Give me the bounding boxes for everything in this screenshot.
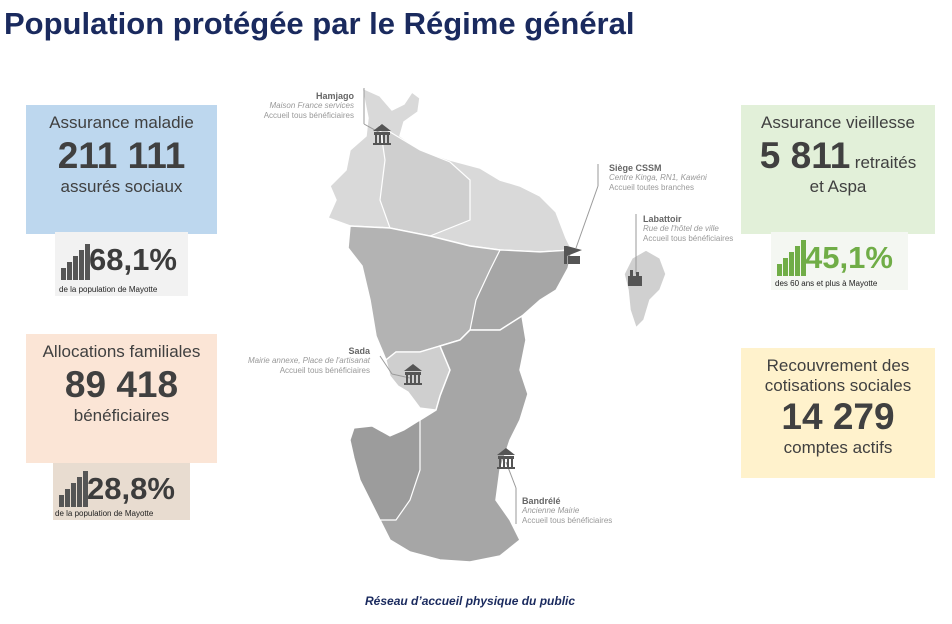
recouvrement-value: 14 279 [781, 396, 895, 437]
recouvrement-sub: comptes actifs [783, 438, 893, 457]
familiales-pct-caption: de la population de Mayotte [55, 509, 154, 518]
vieillesse-pct: 45,1% [805, 240, 893, 275]
vieillesse-sub: et Aspa [809, 177, 867, 196]
office-service: Accueil tous bénéficiaires [643, 234, 734, 243]
familiales-pct: 28,8% [87, 471, 175, 506]
headquarters-icon [564, 246, 582, 264]
recouvrement-label-2: cotisations sociales [764, 376, 912, 395]
familiales-pct-panel: 28,8% de la population de Mayotte [53, 463, 190, 520]
map-caption: Réseau d’accueil physique du public [365, 594, 576, 608]
maladie-sub: assurés sociaux [60, 177, 183, 196]
vieillesse-card: Assurance vieillesse 5 811 retraités et … [741, 105, 935, 234]
office-address: Mairie annexe, Place de l'artisanat [247, 356, 370, 365]
maladie-pct: 68,1% [89, 242, 177, 277]
vieillesse-value-line: 5 811 retraités [741, 135, 935, 177]
map-region-north-inner [379, 124, 471, 237]
office-sada: Sada Mairie annexe, Place de l'artisanat… [222, 346, 370, 376]
bank-icon [373, 124, 391, 145]
office-bandrele: Bandrélé Ancienne Mairie Accueil tous bé… [522, 496, 642, 526]
bank-icon [497, 448, 515, 469]
vieillesse-pct-caption: des 60 ans et plus à Mayotte [775, 279, 878, 288]
familiales-value: 89 418 [64, 364, 179, 405]
map-region-south-west [349, 418, 421, 521]
bar-chart-icon [59, 471, 88, 507]
maladie-label: Assurance maladie [49, 113, 194, 132]
office-name: Labattoir [643, 214, 682, 224]
office-address: Rue de l'hôtel de ville [643, 224, 719, 233]
vieillesse-pct-panel: 45,1% des 60 ans et plus à Mayotte [771, 232, 908, 290]
vieillesse-label: Assurance vieillesse [760, 113, 915, 132]
vieillesse-suffix: retraités [854, 153, 917, 172]
familiales-sub: bénéficiaires [73, 406, 170, 425]
bar-chart-icon [777, 240, 806, 276]
maladie-value: 211 111 [57, 135, 186, 176]
office-name: Hamjago [315, 91, 354, 101]
office-service: Accueil toutes branches [609, 183, 694, 192]
maladie-pct-panel: 68,1% de la population de Mayotte [55, 232, 188, 296]
vieillesse-value: 5 811 [759, 135, 851, 176]
maladie-pct-caption: de la population de Mayotte [59, 285, 158, 294]
office-labattoir: Labattoir Rue de l'hôtel de ville Accuei… [643, 214, 753, 244]
map-region-petite-terre [623, 249, 667, 330]
office-service: Accueil tous bénéficiaires [279, 366, 370, 375]
recouvrement-label-1: Recouvrement des [766, 356, 910, 375]
bar-chart-icon [61, 244, 90, 280]
office-siege: Siège CSSM Centre Kinga, RN1, Kawéni Acc… [609, 163, 749, 193]
bank-icon [404, 364, 422, 385]
office-address: Ancienne Mairie [522, 506, 580, 515]
maladie-card: Assurance maladie 211 111 assurés sociau… [26, 105, 217, 234]
page-title: Population protégée par le Régime généra… [4, 6, 635, 41]
office-name: Bandrélé [522, 496, 561, 506]
office-address: Maison France services [269, 101, 354, 110]
office-name: Sada [348, 346, 370, 356]
familiales-label: Allocations familiales [42, 342, 201, 361]
building-icon [628, 270, 642, 286]
office-name: Siège CSSM [609, 163, 662, 173]
office-address: Centre Kinga, RN1, Kawéni [609, 173, 707, 182]
office-hamjago: Hamjago Maison France services Accueil t… [230, 91, 354, 121]
familiales-card: Allocations familiales 89 418 bénéficiai… [26, 334, 217, 463]
office-service: Accueil tous bénéficiaires [263, 111, 354, 120]
recouvrement-card: Recouvrement des cotisations sociales 14… [741, 348, 935, 478]
office-service: Accueil tous bénéficiaires [522, 516, 613, 525]
